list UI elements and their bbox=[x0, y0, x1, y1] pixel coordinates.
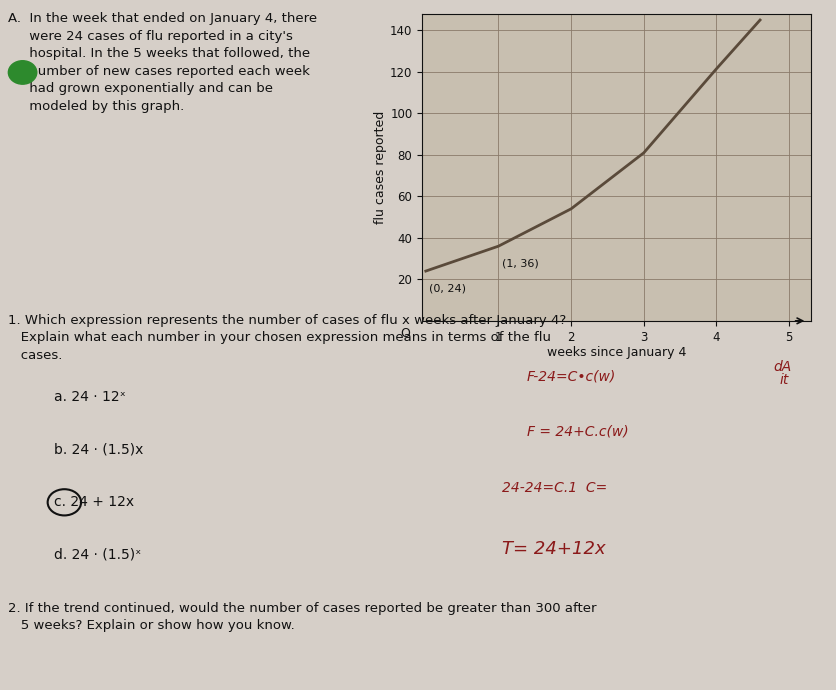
Text: it: it bbox=[779, 373, 788, 386]
Text: 2. If the trend continued, would the number of cases reported be greater than 30: 2. If the trend continued, would the num… bbox=[8, 602, 597, 632]
Text: b. 24 · (1.5)x: b. 24 · (1.5)x bbox=[54, 443, 144, 457]
Text: d. 24 · (1.5)ˣ: d. 24 · (1.5)ˣ bbox=[54, 548, 141, 562]
Text: (0, 24): (0, 24) bbox=[430, 284, 466, 294]
Y-axis label: flu cases reported: flu cases reported bbox=[375, 110, 387, 224]
Text: (1, 36): (1, 36) bbox=[502, 259, 539, 269]
Text: A.  In the week that ended on January 4, there
     were 24 cases of flu reporte: A. In the week that ended on January 4, … bbox=[8, 12, 318, 113]
Text: T= 24+12x: T= 24+12x bbox=[502, 540, 605, 558]
X-axis label: weeks since January 4: weeks since January 4 bbox=[547, 346, 686, 359]
Text: a. 24 · 12ˣ: a. 24 · 12ˣ bbox=[54, 390, 126, 404]
Text: F = 24+C.c(w): F = 24+C.c(w) bbox=[527, 424, 629, 438]
Text: c. 24 + 12x: c. 24 + 12x bbox=[54, 495, 135, 509]
Text: 1. Which expression represents the number of cases of flu x weeks after January : 1. Which expression represents the numbe… bbox=[8, 314, 567, 362]
Text: 24-24=C.1  C=: 24-24=C.1 C= bbox=[502, 481, 607, 495]
Text: F-24=C•c(w): F-24=C•c(w) bbox=[527, 369, 616, 383]
Text: O: O bbox=[400, 327, 410, 340]
Text: dA: dA bbox=[773, 360, 792, 374]
Circle shape bbox=[8, 61, 37, 84]
